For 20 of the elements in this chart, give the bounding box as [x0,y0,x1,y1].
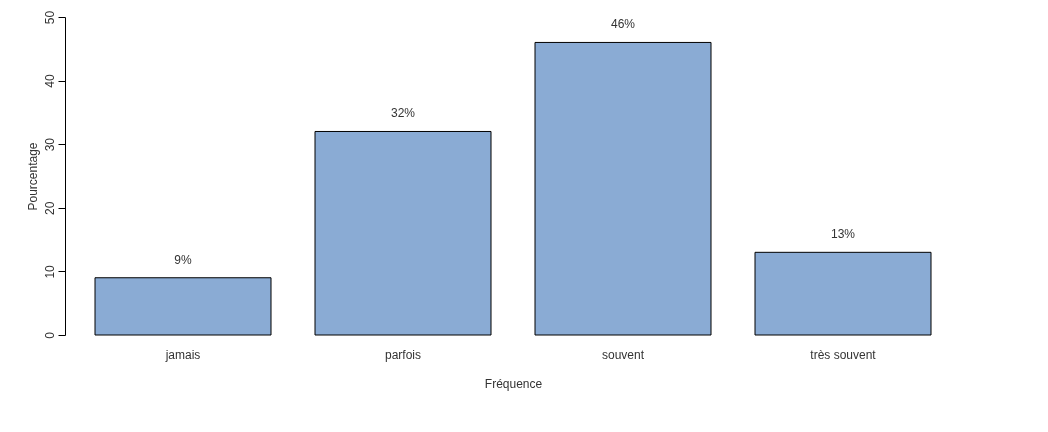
bar [94,277,272,336]
data-label: 32% [390,106,416,121]
data-label: 9% [174,252,192,267]
x-tick-label: parfois [384,347,422,362]
y-tick-label: 40 [42,74,57,88]
data-label: 46% [610,17,636,32]
data-label: 13% [830,227,856,242]
bar [314,130,492,336]
y-tick-label: 0 [42,331,57,339]
y-axis-title: Pourcentage [25,142,40,211]
y-tick-label: 20 [42,201,57,215]
y-tick-label: 30 [42,137,57,152]
x-tick-label: très souvent [810,347,877,362]
bar [754,251,932,336]
x-tick-label: souvent [601,347,645,362]
x-tick-label: jamais [164,347,201,362]
bar [534,41,712,336]
y-tick-label: 50 [42,10,57,25]
y-tick-label: 10 [42,264,57,279]
x-axis-title: Fréquence [484,376,543,391]
